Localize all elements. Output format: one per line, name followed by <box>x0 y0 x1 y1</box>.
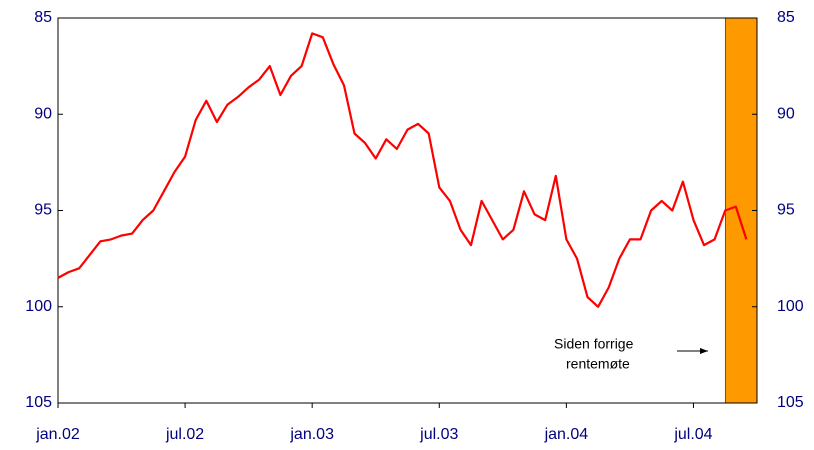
y2-tick-label: 95 <box>777 202 795 219</box>
x-tick-label: jul.04 <box>673 426 712 443</box>
y2-tick-label: 100 <box>777 298 804 315</box>
y-tick-label: 100 <box>25 298 52 315</box>
x-tick-label: jul.02 <box>165 426 204 443</box>
y-tick-label: 85 <box>34 9 52 26</box>
y2-tick-label: 105 <box>777 394 804 411</box>
y-tick-label: 90 <box>34 105 52 122</box>
y2-tick-label: 90 <box>777 105 795 122</box>
annotation: rentemøte <box>566 356 630 372</box>
y-tick-label: 105 <box>25 394 52 411</box>
x-tick-label: jan.04 <box>544 426 589 443</box>
x-tick-label: jul.03 <box>419 426 458 443</box>
x-tick-label: jan.03 <box>289 426 334 443</box>
x-tick-label: jan.02 <box>35 426 80 443</box>
line <box>57 32 748 308</box>
annotation: Siden forrige <box>554 336 634 352</box>
y-tick-label: 95 <box>34 202 52 219</box>
y2-tick-label: 85 <box>777 9 795 26</box>
